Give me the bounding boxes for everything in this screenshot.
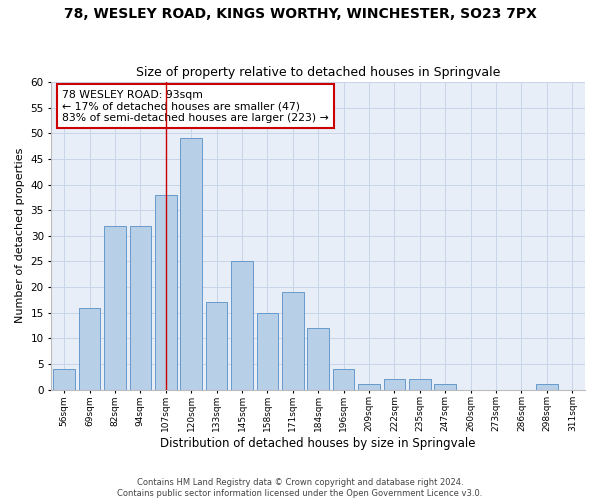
Bar (257, 312, 278, 390)
Text: Contains HM Land Registry data © Crown copyright and database right 2024.
Contai: Contains HM Land Registry data © Crown c… (118, 478, 482, 498)
Bar (104, 226, 126, 390)
Title: Size of property relative to detached houses in Springvale: Size of property relative to detached ho… (136, 66, 500, 80)
Bar (231, 262, 253, 390)
Bar (536, 384, 557, 390)
Bar (206, 302, 227, 390)
Bar (130, 226, 151, 390)
Bar (307, 328, 329, 390)
Text: 78 WESLEY ROAD: 93sqm
← 17% of detached houses are smaller (47)
83% of semi-deta: 78 WESLEY ROAD: 93sqm ← 17% of detached … (62, 90, 329, 123)
Bar (79, 308, 100, 390)
Bar (282, 292, 304, 390)
Bar (409, 380, 431, 390)
X-axis label: Distribution of detached houses by size in Springvale: Distribution of detached houses by size … (160, 437, 476, 450)
Bar (155, 195, 176, 390)
Y-axis label: Number of detached properties: Number of detached properties (15, 148, 25, 324)
Text: 78, WESLEY ROAD, KINGS WORTHY, WINCHESTER, SO23 7PX: 78, WESLEY ROAD, KINGS WORTHY, WINCHESTE… (64, 8, 536, 22)
Bar (358, 384, 380, 390)
Bar (181, 138, 202, 390)
Bar (53, 369, 75, 390)
Bar (333, 369, 355, 390)
Bar (383, 380, 405, 390)
Bar (434, 384, 456, 390)
